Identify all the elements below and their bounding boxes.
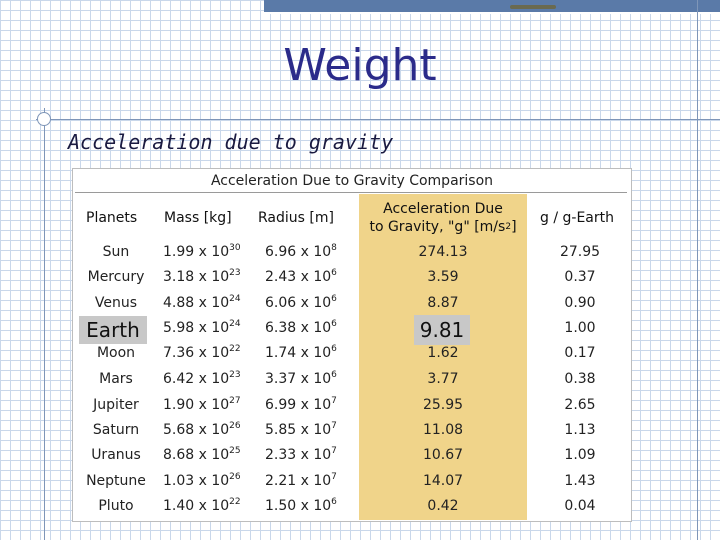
top-decoration (510, 5, 556, 9)
planet-name: Earth (86, 318, 140, 342)
ratio-value: 0.37 (564, 269, 596, 285)
mass-value: 3.18 x 1023 (163, 268, 241, 285)
radius-value: 2.33 x 107 (265, 446, 337, 463)
header-acceleration-line2: to Gravity, "g" [m/s2] (369, 219, 517, 235)
radius-value: 6.06 x 106 (265, 294, 337, 311)
mass-value: 7.36 x 1022 (163, 344, 241, 361)
radius-value: 2.21 x 107 (265, 472, 337, 489)
mass-value: 1.90 x 1027 (163, 396, 241, 413)
mass-value: 8.68 x 1025 (163, 446, 241, 463)
mass-value: 1.99 x 1030 (163, 243, 241, 260)
radius-value: 1.50 x 106 (265, 497, 337, 514)
ratio-value: 27.95 (559, 244, 601, 260)
header-acceleration-line1: Acceleration Due (383, 201, 503, 217)
ratio-value: 0.17 (564, 345, 596, 361)
planet-name: Moon (96, 345, 136, 361)
mass-value: 1.40 x 1022 (163, 497, 241, 514)
mass-value: 5.68 x 1026 (163, 421, 241, 438)
radius-value: 1.74 x 106 (265, 344, 337, 361)
radius-value: 2.43 x 106 (265, 268, 337, 285)
planet-name: Mercury (87, 269, 145, 285)
mass-value: 4.88 x 1024 (163, 294, 241, 311)
ratio-value: 0.04 (564, 498, 596, 514)
radius-value: 6.38 x 106 (265, 319, 337, 336)
ratio-value: 2.65 (564, 397, 596, 413)
planet-name: Sun (102, 244, 130, 260)
table-caption: Acceleration Due to Gravity Comparison (210, 173, 494, 189)
gravity-value: 3.59 (427, 269, 459, 285)
header-acceleration: Acceleration Due to Gravity, "g" [m/s2] (359, 200, 527, 236)
gravity-value: 8.87 (427, 295, 459, 311)
earth-highlight-box (79, 316, 147, 344)
ratio-value: 1.09 (564, 447, 596, 463)
gravity-value: 9.81 (419, 318, 465, 342)
guide-circle-icon (37, 112, 51, 126)
header-planets: Planets (86, 210, 138, 226)
header-divider (75, 192, 627, 193)
horizontal-guide-line (36, 119, 720, 120)
mass-value: 5.98 x 1024 (163, 319, 241, 336)
gravity-value: 0.42 (427, 498, 459, 514)
gravity-value: 25.95 (422, 397, 464, 413)
right-guide-line (697, 0, 698, 540)
planet-name: Jupiter (93, 397, 139, 413)
header-radius: Radius [m] (258, 210, 334, 226)
planet-name: Neptune (86, 473, 146, 489)
top-accent-highlight (264, 12, 720, 14)
ratio-value: 0.90 (564, 295, 596, 311)
ratio-value: 1.13 (564, 422, 596, 438)
mass-value: 1.03 x 1026 (163, 472, 241, 489)
header-mass: Mass [kg] (164, 210, 232, 226)
gravity-value: 10.67 (422, 447, 464, 463)
planet-name: Mars (99, 371, 133, 387)
ratio-value: 1.00 (564, 320, 596, 336)
top-accent-bar (264, 0, 720, 12)
ratio-value: 0.38 (564, 371, 596, 387)
slide-title: Weight (283, 40, 437, 91)
planet-name: Venus (94, 295, 138, 311)
radius-value: 3.37 x 106 (265, 370, 337, 387)
table-panel: Acceleration Due to Gravity Comparison (72, 168, 632, 522)
gravity-value: 1.62 (427, 345, 459, 361)
slide-subtitle: Acceleration due to gravity (68, 130, 394, 154)
gravity-value: 11.08 (422, 422, 464, 438)
planet-name: Pluto (98, 498, 134, 514)
radius-value: 6.99 x 107 (265, 396, 337, 413)
planet-name: Uranus (91, 447, 141, 463)
ratio-value: 1.43 (564, 473, 596, 489)
gravity-value: 3.77 (427, 371, 459, 387)
earth-g-highlight-box (414, 315, 470, 345)
planet-name: Saturn (92, 422, 140, 438)
radius-value: 6.96 x 108 (265, 243, 337, 260)
vertical-guide-line (44, 108, 45, 540)
header-ratio: g / g-Earth (540, 210, 614, 226)
mass-value: 6.42 x 1023 (163, 370, 241, 387)
acceleration-column-highlight (359, 194, 527, 520)
gravity-value: 14.07 (422, 473, 464, 489)
radius-value: 5.85 x 107 (265, 421, 337, 438)
gravity-value: 274.13 (418, 244, 468, 260)
